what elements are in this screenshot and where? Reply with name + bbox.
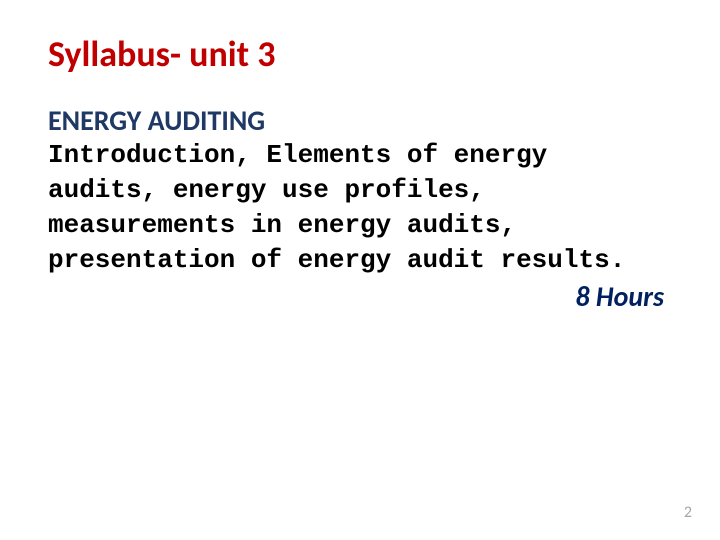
hours-badge: 8 Hours [575, 278, 664, 316]
slide-container: Syllabus- unit 3 ENERGY AUDITING Introdu… [0, 0, 720, 310]
page-number: 2 [684, 503, 692, 522]
slide-title: Syllabus- unit 3 [48, 32, 672, 76]
content-block: ENERGY AUDITING Introduction, Elements o… [48, 104, 672, 278]
body-text: Introduction, Elements of energy audits,… [48, 140, 625, 275]
subtitle-heading: ENERGY AUDITING [48, 103, 265, 138]
